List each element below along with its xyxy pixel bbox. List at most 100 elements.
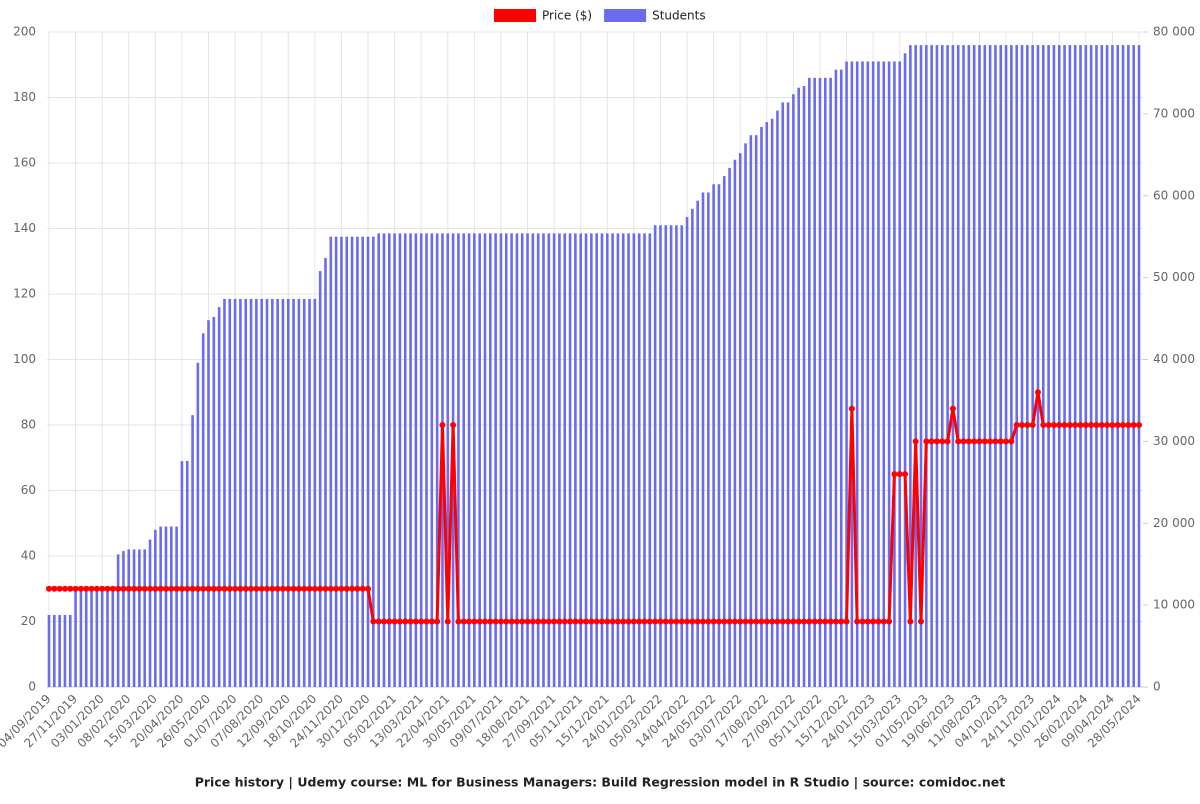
price-point: [72, 585, 79, 592]
price-point: [200, 585, 207, 592]
bar: [925, 45, 928, 688]
price-point: [891, 471, 898, 478]
bar: [63, 614, 67, 687]
price-point: [816, 618, 823, 625]
price-point: [285, 585, 292, 592]
price-point: [779, 618, 786, 625]
price-point: [769, 618, 776, 625]
price-point: [1008, 438, 1015, 445]
price-point: [1088, 422, 1095, 428]
bar: [903, 53, 907, 688]
price-point: [715, 618, 722, 625]
bar: [680, 225, 684, 687]
legend-label: Price ($): [542, 9, 592, 23]
bar: [611, 233, 614, 687]
bar: [377, 233, 380, 687]
price-point: [391, 618, 398, 625]
bar: [823, 77, 827, 688]
y-tick-label: 180: [13, 90, 36, 104]
price-point: [476, 618, 483, 625]
bar: [350, 236, 354, 687]
bar: [457, 233, 460, 687]
price-point: [51, 585, 58, 592]
bar: [435, 233, 439, 687]
price-point: [678, 618, 685, 625]
price-point: [83, 585, 90, 592]
price-point: [402, 618, 409, 625]
price-point: [806, 618, 813, 625]
price-point: [162, 585, 169, 592]
price-point: [1082, 422, 1089, 428]
price-point: [598, 618, 605, 625]
bar: [499, 233, 503, 687]
price-point: [832, 618, 839, 625]
price-point: [614, 618, 621, 625]
bar: [478, 233, 481, 687]
bar: [584, 233, 588, 687]
price-point: [700, 618, 706, 625]
bar: [1105, 45, 1109, 688]
bar: [590, 233, 593, 687]
bar: [255, 298, 258, 687]
price-point: [955, 438, 962, 445]
bar: [53, 614, 56, 687]
price-point: [168, 585, 175, 592]
bar: [318, 271, 322, 687]
bar: [712, 184, 715, 687]
bar: [356, 236, 359, 687]
price-point: [482, 618, 488, 625]
bar: [999, 45, 1003, 688]
bar: [994, 45, 997, 688]
bar: [196, 362, 200, 687]
bar: [914, 45, 917, 688]
price-point: [487, 618, 494, 625]
bar: [1068, 45, 1072, 688]
bar: [138, 549, 141, 687]
price-point: [67, 585, 74, 592]
price-point: [88, 585, 95, 592]
price-point: [583, 618, 590, 625]
price-point: [519, 618, 526, 625]
price-point: [1040, 422, 1047, 428]
price-point: [705, 618, 712, 625]
price-point: [1013, 422, 1020, 428]
bar: [233, 298, 237, 687]
price-point: [178, 585, 185, 592]
price-point: [1045, 422, 1052, 428]
price-point: [567, 618, 574, 625]
price-point: [1029, 422, 1036, 428]
bar: [302, 298, 306, 687]
price-point: [902, 471, 909, 478]
price-point: [939, 438, 946, 445]
bar: [1020, 45, 1024, 688]
price-point: [423, 618, 430, 625]
bar: [861, 61, 864, 688]
price-point: [960, 438, 967, 445]
bar: [271, 298, 274, 687]
price-point: [253, 585, 260, 592]
bar: [526, 233, 529, 687]
price-point: [710, 618, 717, 625]
price-point: [540, 618, 547, 625]
price-point: [987, 438, 994, 445]
bar: [191, 415, 194, 687]
price-point: [641, 618, 648, 625]
price-point: [205, 585, 212, 592]
price-point: [1109, 422, 1116, 428]
price-point: [949, 405, 956, 412]
price-point: [1125, 422, 1132, 428]
bar: [552, 233, 556, 687]
price-point: [210, 585, 217, 592]
price-point: [923, 438, 930, 445]
price-point: [189, 585, 196, 592]
price-point: [1050, 422, 1057, 428]
bar: [893, 61, 896, 688]
price-point: [694, 618, 701, 625]
bar: [1079, 45, 1082, 688]
price-point: [418, 618, 425, 625]
bar: [419, 233, 423, 687]
price-point: [907, 618, 914, 625]
bar: [393, 233, 396, 687]
bar: [988, 45, 992, 688]
price-point: [1120, 422, 1127, 428]
